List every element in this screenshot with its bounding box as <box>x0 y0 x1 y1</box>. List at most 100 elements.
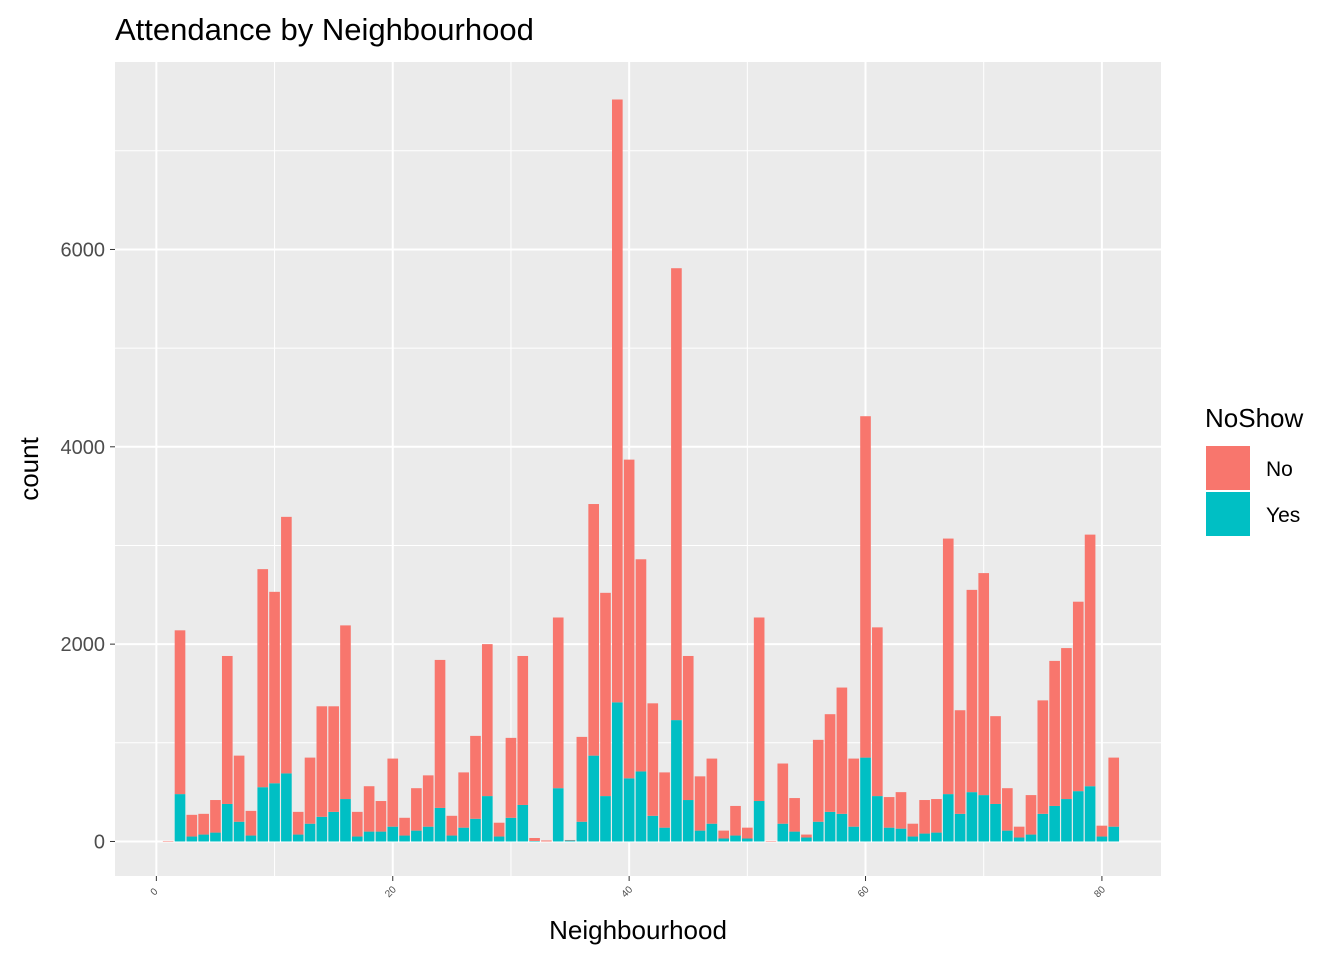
bar-no <box>340 625 351 800</box>
bar-no <box>351 811 363 837</box>
y-tick-label: 2000 <box>61 634 106 656</box>
bar-yes <box>1061 799 1072 842</box>
bar-yes <box>588 755 599 842</box>
bar-no <box>801 834 812 838</box>
bar-no <box>1037 700 1049 814</box>
bar-no <box>328 706 339 812</box>
bar-no <box>174 630 186 795</box>
bar-no <box>505 737 517 818</box>
bar-no <box>529 838 540 841</box>
bar-yes <box>1013 837 1025 842</box>
bar-yes <box>576 821 588 842</box>
bar-no <box>576 736 588 822</box>
bar-no <box>942 538 954 795</box>
bar-no <box>860 416 871 758</box>
bar-yes <box>340 799 351 842</box>
bar-yes <box>812 821 824 842</box>
bar-no <box>966 589 978 793</box>
bar-yes <box>789 831 800 842</box>
bar-no <box>836 687 848 814</box>
bar-no <box>1084 534 1096 787</box>
bar-no <box>635 559 647 772</box>
bar-yes <box>1025 834 1037 842</box>
bar-yes <box>1108 826 1120 842</box>
bar-no <box>411 788 422 831</box>
bar-yes <box>269 783 280 842</box>
bar-yes <box>860 757 871 842</box>
bar-yes <box>363 831 375 842</box>
bar-yes <box>1037 813 1049 842</box>
x-tick-label: 80 <box>1092 884 1108 900</box>
bar-no <box>895 792 907 829</box>
bar-yes <box>671 720 682 842</box>
bar-yes <box>1084 786 1096 842</box>
legend-key-no <box>1206 446 1250 490</box>
bar-yes <box>777 823 789 842</box>
bar-no <box>682 655 694 801</box>
bar-yes <box>694 830 706 842</box>
x-tick-label: 60 <box>856 884 872 900</box>
bar-no <box>872 627 883 797</box>
bar-yes <box>304 823 316 842</box>
bar-yes <box>824 811 836 842</box>
bar-yes <box>517 804 529 842</box>
bar-no <box>777 763 789 824</box>
bar-no <box>221 655 233 804</box>
bar-yes <box>1072 791 1084 842</box>
legend-label-no: No <box>1266 458 1293 481</box>
bar-no <box>611 99 623 703</box>
bar-yes <box>505 817 517 842</box>
bar-no <box>281 516 292 774</box>
bar-yes <box>257 787 269 842</box>
bar-no <box>1002 788 1013 831</box>
bar-yes <box>942 794 954 842</box>
bar-no <box>552 617 564 789</box>
bar-yes <box>446 835 458 842</box>
chart-title: Attendance by Neighbourhood <box>115 12 534 47</box>
bar-no <box>588 504 599 756</box>
bar-yes <box>907 836 919 842</box>
bar-no <box>304 757 316 824</box>
grid-minor <box>115 62 1161 876</box>
legend-title: NoShow <box>1205 403 1303 433</box>
x-tick-label: 20 <box>383 884 399 900</box>
bar-yes <box>635 771 647 842</box>
bar-yes <box>292 834 304 842</box>
x-axis: 0 20 40 60 80 <box>149 876 1108 900</box>
bar-no <box>907 823 919 837</box>
bar-yes <box>978 795 990 842</box>
bar-no <box>481 644 493 797</box>
bar-no <box>730 805 741 836</box>
bar-no <box>694 776 706 831</box>
bar-yes <box>387 826 399 842</box>
bar-yes <box>836 813 848 842</box>
bar-yes <box>411 830 422 842</box>
bar-yes <box>1049 805 1060 842</box>
bar-no <box>387 758 399 827</box>
bar-no <box>753 617 765 802</box>
x-tick-label: 40 <box>620 884 636 900</box>
bar-no <box>812 739 824 822</box>
bar-no <box>1096 825 1108 837</box>
bar-no <box>742 827 753 839</box>
bar-no <box>600 592 611 797</box>
bar-no <box>718 830 730 839</box>
legend-key-yes <box>1206 492 1250 536</box>
bar-no <box>931 799 942 833</box>
bar-yes <box>883 827 895 842</box>
bar-yes <box>186 836 198 842</box>
bar-no <box>1061 648 1072 800</box>
x-axis-title: Neighbourhood <box>549 915 727 945</box>
bar-no <box>269 591 280 784</box>
bars <box>162 99 1120 842</box>
bar-yes <box>493 836 505 842</box>
bar-yes <box>316 816 328 842</box>
bar-yes <box>375 831 387 842</box>
bar-yes <box>210 832 221 842</box>
bar-no <box>446 815 458 836</box>
bar-yes <box>174 794 186 842</box>
bar-no <box>1049 660 1060 806</box>
bar-no <box>422 775 434 827</box>
bar-no <box>210 800 221 833</box>
bar-yes <box>351 836 363 842</box>
